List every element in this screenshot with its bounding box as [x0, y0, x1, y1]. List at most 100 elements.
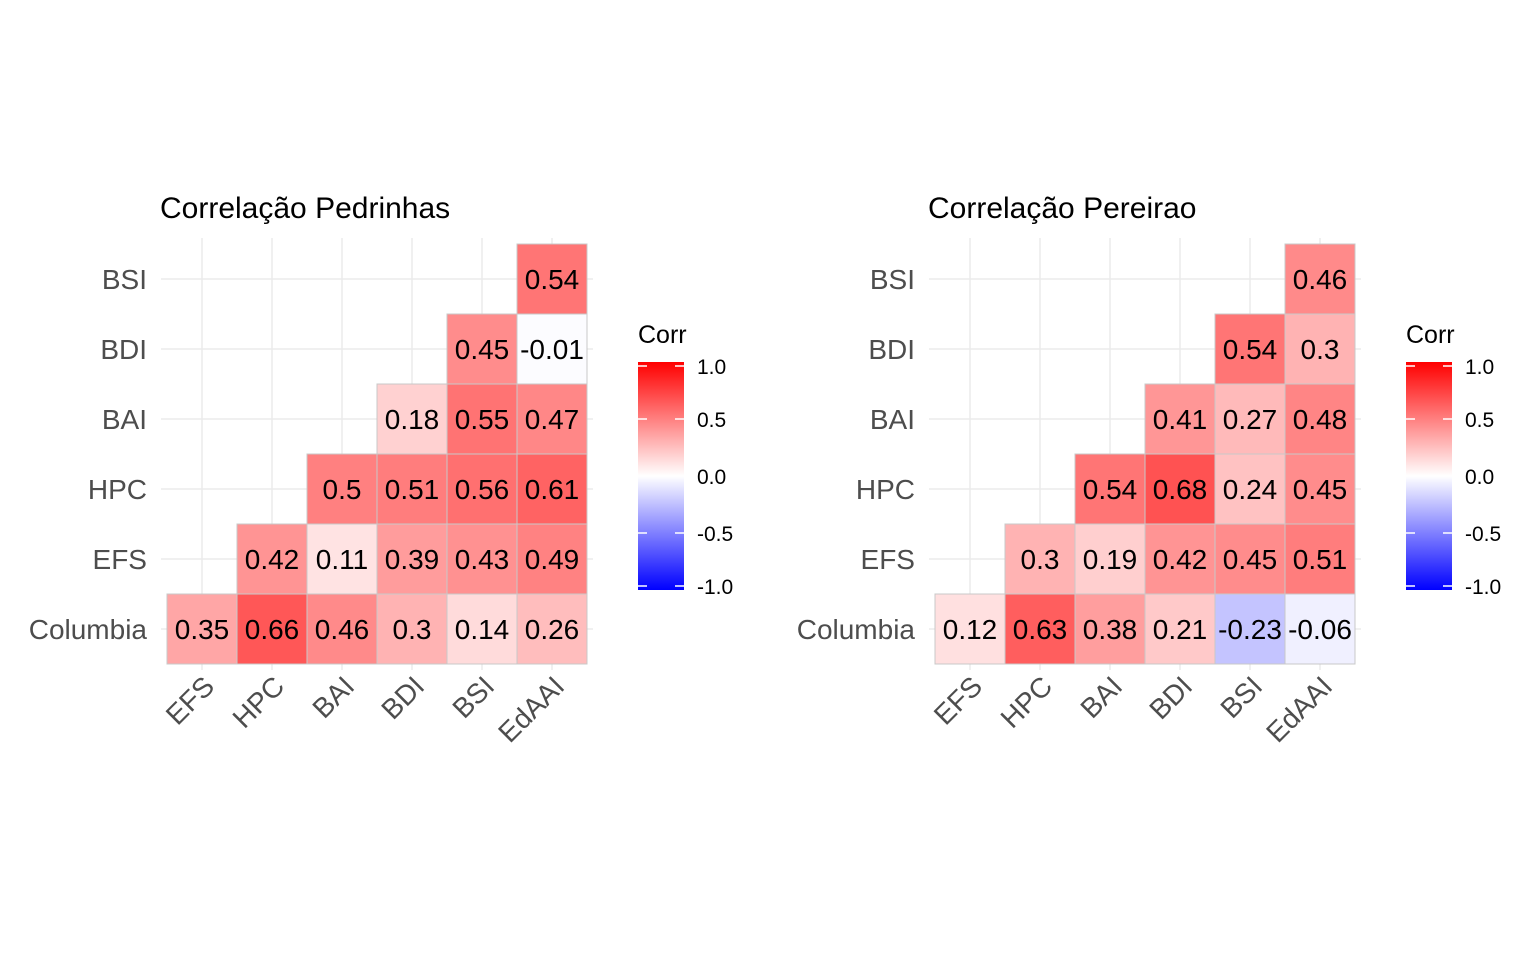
- cell-value-label: 0.63: [1013, 614, 1068, 645]
- y-tick-label: BAI: [870, 404, 915, 435]
- heatmap-cell: [1214, 453, 1286, 525]
- cell-value-label: 0.43: [455, 544, 510, 575]
- panels: Correlação Pedrinhas 0.35 0.66 0.46 0.3 0.14 0…: [29, 192, 1501, 748]
- heatmap-cell: [1144, 453, 1216, 525]
- y-tick-label: HPC: [88, 474, 147, 505]
- heatmap-cell: [1214, 383, 1286, 455]
- y-tick-label: EFS: [93, 544, 147, 575]
- cell-value-label: 0.3: [393, 614, 432, 645]
- heatmap-cell: [516, 243, 588, 315]
- cell-value-label: 0.24: [1223, 474, 1278, 505]
- heatmap-cell: [446, 313, 518, 385]
- cell-value-label: 0.45: [1293, 474, 1348, 505]
- heatmap-cell: [306, 453, 378, 525]
- cell-value-label: 0.51: [385, 474, 440, 505]
- cell-value-label: 0.14: [455, 614, 510, 645]
- cell-value-label: 0.11: [316, 544, 368, 575]
- heatmap-cell: [1214, 313, 1286, 385]
- y-tick-label: BSI: [870, 264, 915, 295]
- legend-tick-label: 0.5: [1465, 409, 1494, 432]
- legend-tick-label: -1.0: [697, 576, 733, 599]
- heatmap-cell: [1284, 243, 1356, 315]
- cell-value-label: 0.3: [1301, 334, 1340, 365]
- chart-title: Correlação Pereirao: [928, 192, 1196, 225]
- cell-value-label: 0.5: [323, 474, 362, 505]
- y-tick-label: Columbia: [797, 614, 916, 645]
- y-tick-label: BDI: [100, 334, 147, 365]
- y-tick-label: Columbia: [29, 614, 148, 645]
- legend-tick-label: -1.0: [1465, 576, 1501, 599]
- cell-value-label: 0.45: [1223, 544, 1278, 575]
- heatmap-cell: [166, 593, 238, 665]
- cell-value-label: 0.47: [525, 404, 580, 435]
- heatmap-cell: [516, 453, 588, 525]
- heatmap-cell: [1284, 313, 1356, 385]
- legend-tick-label: 0.0: [697, 466, 726, 489]
- cell-value-label: 0.49: [525, 544, 580, 575]
- cell-value-label: 0.55: [455, 404, 510, 435]
- y-tick-label: EFS: [861, 544, 915, 575]
- color-legend: Corr 1.0 0.5 0.0 -0.5 -1.0: [1406, 321, 1501, 599]
- cell-value-label: 0.21: [1153, 614, 1208, 645]
- legend-tick-label: 1.0: [1465, 356, 1494, 379]
- heatmap-cell: [236, 523, 308, 595]
- cell-value-label: 0.66: [245, 614, 300, 645]
- heatmap-cell: [1074, 523, 1146, 595]
- heatmap-cell: [516, 383, 588, 455]
- cell-value-label: 0.45: [455, 334, 510, 365]
- cell-value-label: 0.54: [1083, 474, 1138, 505]
- heatmap-cell: [1074, 593, 1146, 665]
- heatmap-cell: [1284, 523, 1356, 595]
- heatmap-cell: [1284, 593, 1356, 665]
- heatmap-cell: [446, 453, 518, 525]
- heatmap-cell: [1004, 593, 1076, 665]
- cell-value-label: 0.41: [1153, 404, 1208, 435]
- cell-value-label: 0.39: [385, 544, 440, 575]
- color-legend: Corr 1.0 0.5 0.0 -0.5 -1.0: [638, 321, 733, 599]
- heatmap-cell: [1074, 453, 1146, 525]
- heatmap-cell: [516, 523, 588, 595]
- y-tick-label: HPC: [856, 474, 915, 505]
- cell-value-label: 0.12: [943, 614, 998, 645]
- cell-value-label: 0.42: [1153, 544, 1208, 575]
- cell-value-label: 0.51: [1293, 544, 1348, 575]
- heatmap-cell: [516, 593, 588, 665]
- y-tick-label: BSI: [102, 264, 147, 295]
- y-tick-label: BDI: [868, 334, 915, 365]
- heatmap-cell: [376, 523, 448, 595]
- cell-value-label: 0.27: [1223, 404, 1278, 435]
- cell-value-label: 0.56: [455, 474, 510, 505]
- legend-tick-label: -0.5: [697, 523, 733, 546]
- legend-tick-label: 1.0: [697, 356, 726, 379]
- cell-value-label: 0.42: [245, 544, 300, 575]
- heatmap-cell: [934, 593, 1006, 665]
- heatmap-cell: [1144, 523, 1216, 595]
- cell-value-label: 0.38: [1083, 614, 1138, 645]
- cell-value-label: -0.23: [1218, 614, 1282, 645]
- cell-value-label: 0.19: [1083, 544, 1138, 575]
- heatmap-cell: [1004, 523, 1076, 595]
- legend-tick-label: 0.5: [697, 409, 726, 432]
- legend-tick-label: 0.0: [1465, 466, 1494, 489]
- legend-title: Corr: [1406, 321, 1455, 349]
- heatmap-cell: [446, 383, 518, 455]
- cell-value-label: -0.06: [1288, 614, 1352, 645]
- heatmap-cell: [1144, 383, 1216, 455]
- cell-value-label: 0.68: [1153, 474, 1208, 505]
- cell-value-label: 0.54: [1223, 334, 1278, 365]
- cell-value-label: 0.26: [525, 614, 580, 645]
- cell-value-label: 0.3: [1021, 544, 1060, 575]
- cell-value-label: 0.61: [525, 474, 580, 505]
- chart-title: Correlação Pedrinhas: [160, 192, 450, 225]
- heatmap-panel-2: Correlação Pereirao 0.12 0.63 0.38 0.21 -0.23…: [797, 192, 1501, 748]
- legend-tick-label: -0.5: [1465, 523, 1501, 546]
- cell-value-label: 0.46: [315, 614, 370, 645]
- cell-value-label: -0.01: [520, 334, 584, 365]
- legend-title: Corr: [638, 321, 687, 349]
- heatmap-cell: [516, 313, 588, 385]
- heatmap-cell: [1214, 523, 1286, 595]
- cell-value-label: 0.18: [385, 404, 440, 435]
- heatmap-cell: [446, 593, 518, 665]
- cell-value-label: 0.48: [1293, 404, 1348, 435]
- cell-value-label: 0.46: [1293, 264, 1348, 295]
